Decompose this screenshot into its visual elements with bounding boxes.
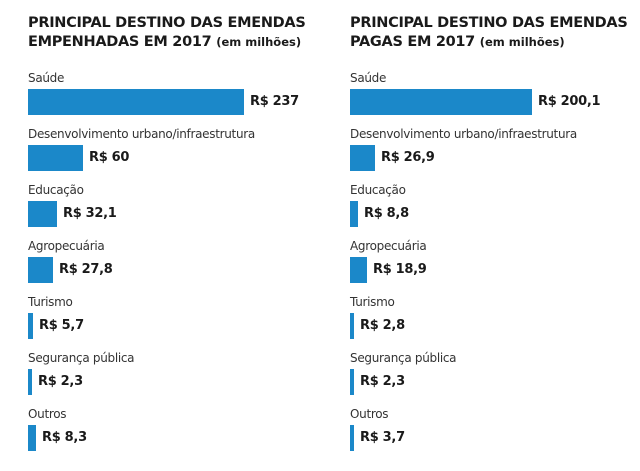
category-label: Agropecuária: [28, 239, 105, 253]
value-label: R$ 2,3: [38, 374, 83, 389]
unit-label: (em milhões): [216, 35, 302, 49]
category-label: Desenvolvimento urbano/infraestrutura: [350, 127, 577, 141]
category-label: Educação: [350, 183, 406, 197]
bar: [28, 201, 57, 227]
bar-row: Saúde R$ 200,1: [350, 71, 640, 127]
title-line-1: PRINCIPAL DESTINO DAS EMENDAS: [350, 15, 628, 31]
category-label: Turismo: [28, 295, 73, 309]
category-label: Educação: [28, 183, 84, 197]
bar: [28, 89, 244, 115]
bar: [28, 257, 53, 283]
category-label: Segurança pública: [350, 351, 457, 365]
category-label: Outros: [350, 407, 389, 421]
bar-row: Turismo R$ 5,7: [28, 295, 328, 351]
bar-row: Agropecuária R$ 18,9: [350, 239, 640, 295]
category-label: Saúde: [28, 71, 65, 85]
value-label: R$ 32,1: [63, 206, 117, 221]
bar: [350, 145, 375, 171]
chart-title: PRINCIPAL DESTINO DAS EMENDAS PAGAS EM 2…: [350, 14, 640, 52]
bar: [28, 313, 33, 339]
bar: [350, 257, 367, 283]
category-label: Turismo: [350, 295, 395, 309]
bar: [28, 425, 36, 451]
value-label: R$ 5,7: [39, 318, 84, 333]
bar-row: Educação R$ 8,8: [350, 183, 640, 239]
bar: [28, 145, 83, 171]
title-line-2: EMPENHADAS EM 2017: [28, 34, 212, 50]
bar-row: Desenvolvimento urbano/infraestrutura R$ …: [350, 127, 640, 183]
category-label: Segurança pública: [28, 351, 135, 365]
bar: [350, 425, 354, 451]
bar: [350, 89, 532, 115]
bar-row: Educação R$ 32,1: [28, 183, 328, 239]
bar: [350, 369, 354, 395]
bar-row: Turismo R$ 2,8: [350, 295, 640, 351]
unit-label: (em milhões): [479, 35, 565, 49]
bar-row: Outros R$ 3,7: [350, 407, 640, 463]
bar: [28, 369, 32, 395]
value-label: R$ 26,9: [381, 150, 435, 165]
bar: [350, 313, 354, 339]
bar-row: Agropecuária R$ 27,8: [28, 239, 328, 295]
value-label: R$ 8,8: [364, 206, 409, 221]
chart-empenhadas: PRINCIPAL DESTINO DAS EMENDAS EMPENHADAS…: [28, 14, 328, 464]
bar: [350, 201, 358, 227]
value-label: R$ 18,9: [373, 262, 427, 277]
category-label: Outros: [28, 407, 67, 421]
title-line-1: PRINCIPAL DESTINO DAS EMENDAS: [28, 15, 306, 31]
value-label: R$ 237: [250, 94, 299, 109]
value-label: R$ 2,3: [360, 374, 405, 389]
value-label: R$ 200,1: [538, 94, 601, 109]
category-label: Agropecuária: [350, 239, 427, 253]
category-label: Saúde: [350, 71, 387, 85]
bar-row: Desenvolvimento urbano/infraestrutura R$ …: [28, 127, 328, 183]
bar-row: Outros R$ 8,3: [28, 407, 328, 463]
chart-title: PRINCIPAL DESTINO DAS EMENDAS EMPENHADAS…: [28, 14, 328, 52]
title-line-2: PAGAS EM 2017: [350, 34, 475, 50]
chart-pagas: PRINCIPAL DESTINO DAS EMENDAS PAGAS EM 2…: [350, 14, 640, 464]
bar-row: Saúde R$ 237: [28, 71, 328, 127]
value-label: R$ 2,8: [360, 318, 405, 333]
value-label: R$ 3,7: [360, 430, 405, 445]
bar-row: Segurança pública R$ 2,3: [28, 351, 328, 407]
value-label: R$ 27,8: [59, 262, 113, 277]
bar-row: Segurança pública R$ 2,3: [350, 351, 640, 407]
value-label: R$ 8,3: [42, 430, 87, 445]
value-label: R$ 60: [89, 150, 130, 165]
category-label: Desenvolvimento urbano/infraestrutura: [28, 127, 255, 141]
